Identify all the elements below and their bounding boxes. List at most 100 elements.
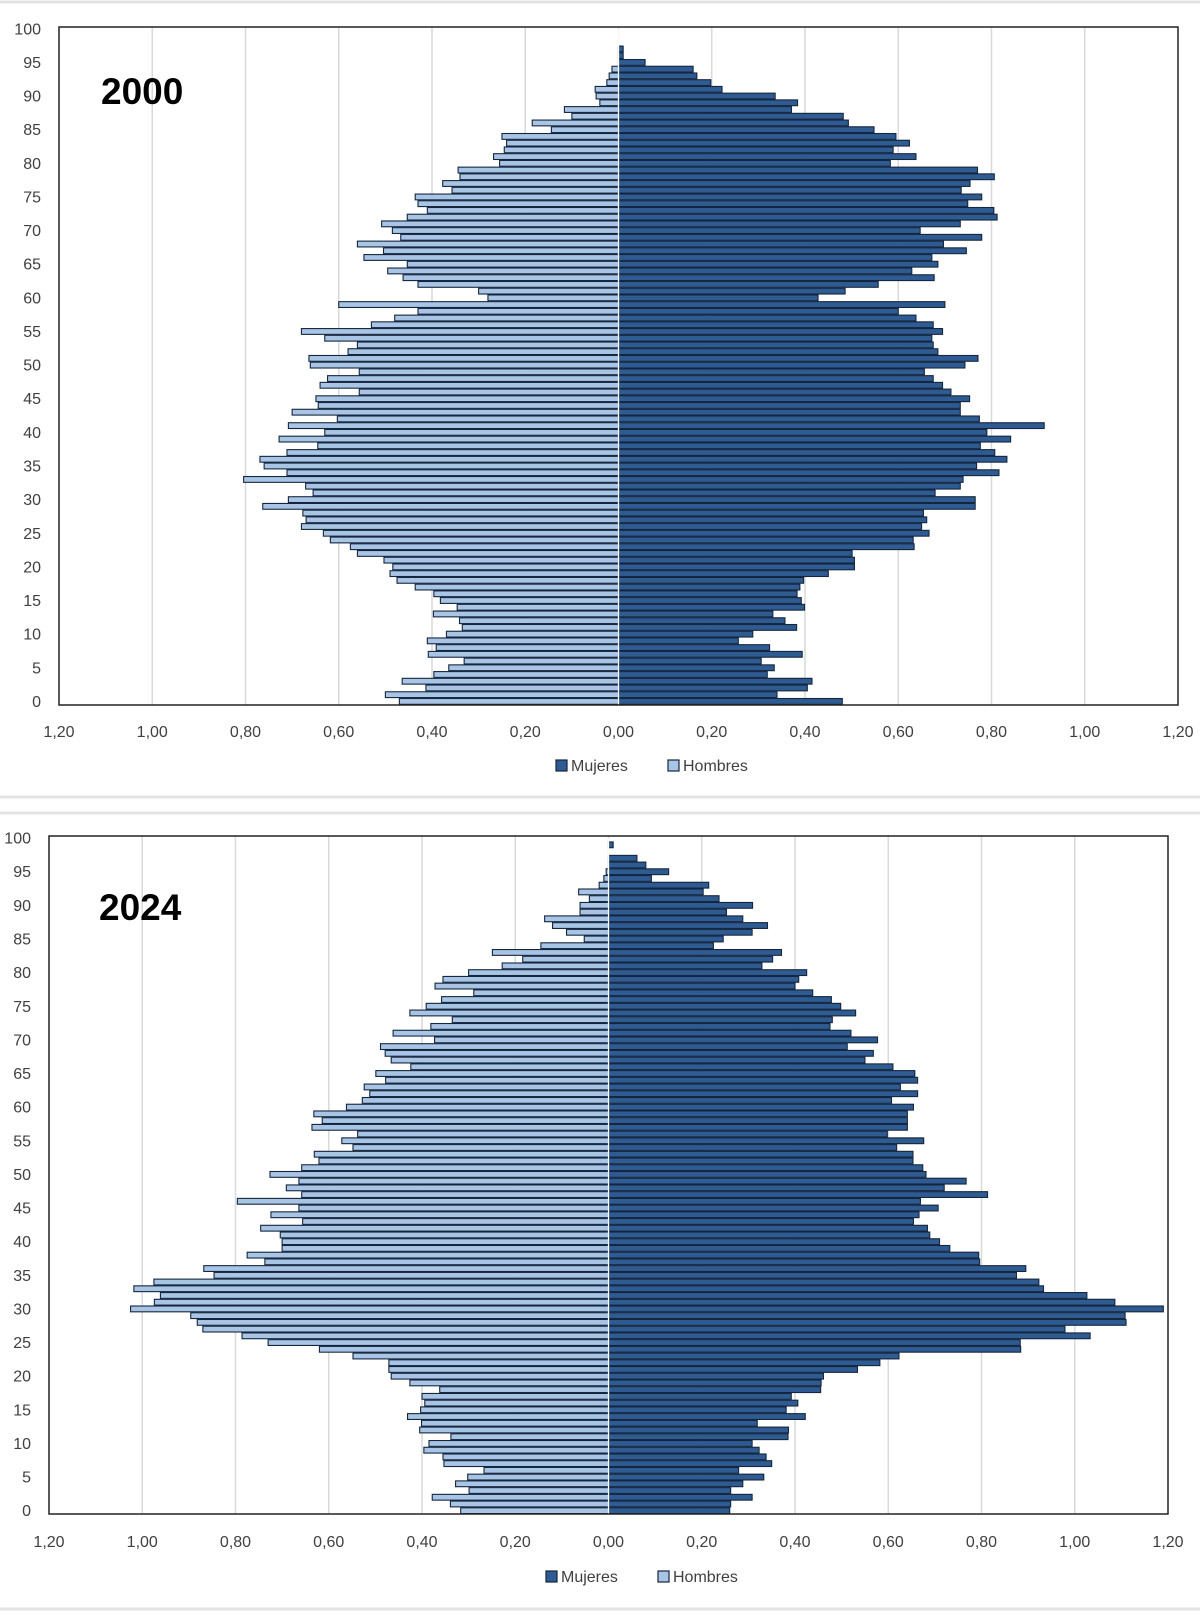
bar-mujeres-age-5 — [617, 664, 775, 672]
bar-mujeres-age-84 — [607, 942, 714, 950]
bar-mujeres-age-91 — [607, 895, 720, 903]
y-tick-label: 30 — [13, 1301, 31, 1318]
bar-hombres-age-59 — [313, 1110, 610, 1118]
bar-mujeres-age-19 — [617, 570, 829, 578]
bar-mujeres-age-63 — [617, 274, 935, 282]
bar-hombres-age-5 — [448, 664, 620, 672]
bar-mujeres-age-59 — [617, 301, 946, 309]
y-tick-label: 70 — [13, 1032, 31, 1049]
bar-mujeres-age-40 — [607, 1238, 941, 1246]
x-tick-label: 1,00 — [1059, 1534, 1090, 1551]
x-tick-label: 0,20 — [696, 724, 727, 741]
y-tick-label: 80 — [13, 965, 31, 982]
panel-divider — [0, 811, 1200, 815]
bar-mujeres-age-7 — [607, 1460, 773, 1468]
bar-hombres-age-68 — [356, 240, 620, 248]
bar-mujeres-age-23 — [617, 543, 915, 551]
bar-hombres-age-20 — [392, 563, 620, 571]
bar-mujeres-age-93 — [617, 72, 698, 80]
bar-hombres-age-37 — [286, 449, 620, 456]
bar-hombres-age-16 — [424, 1399, 610, 1407]
bar-hombres-age-19 — [409, 1379, 610, 1387]
bar-mujeres-age-81 — [607, 962, 763, 970]
bar-mujeres-age-77 — [607, 989, 814, 997]
bar-mujeres-age-8 — [607, 1453, 767, 1461]
bar-hombres-age-70 — [434, 1036, 610, 1044]
panel-divider — [0, 1607, 1200, 1611]
bar-mujeres-age-14 — [617, 603, 806, 611]
x-tick-label: 0,20 — [510, 724, 541, 741]
y-tick-label: 5 — [32, 660, 41, 677]
bar-hombres-age-4 — [455, 1480, 610, 1488]
bar-mujeres-age-73 — [607, 1016, 833, 1024]
bar-hombres-age-54 — [352, 1144, 610, 1151]
bar-hombres-age-11 — [461, 623, 620, 631]
series-hombres — [243, 65, 620, 705]
bar-mujeres-age-74 — [617, 200, 969, 208]
bar-hombres-age-3 — [468, 1487, 610, 1494]
x-tick-label: 0,40 — [406, 1534, 437, 1551]
bar-mujeres-age-34 — [607, 1278, 1040, 1286]
plot-area-border — [48, 835, 1169, 1515]
bar-mujeres-age-22 — [617, 549, 853, 557]
bar-hombres-age-0 — [398, 697, 620, 705]
bar-mujeres-age-0 — [617, 697, 843, 705]
y-tick-label: 60 — [23, 290, 41, 307]
bar-mujeres-age-15 — [607, 1406, 787, 1414]
bar-hombres-age-5 — [467, 1473, 610, 1481]
bar-mujeres-age-39 — [607, 1244, 951, 1252]
bar-hombres-age-12 — [458, 617, 620, 625]
bar-mujeres-age-73 — [617, 206, 995, 214]
bar-mujeres-age-62 — [607, 1090, 919, 1098]
bar-hombres-age-7 — [443, 1460, 610, 1468]
bar-hombres-age-92 — [578, 888, 610, 896]
legend-swatch-hombres — [657, 1570, 670, 1583]
bar-mujeres-age-95 — [607, 868, 670, 876]
bar-mujeres-age-41 — [607, 1231, 931, 1239]
bar-mujeres-age-64 — [617, 267, 913, 275]
bar-mujeres-age-28 — [617, 509, 924, 517]
bar-hombres-age-60 — [345, 1103, 610, 1111]
y-tick-label: 60 — [13, 1100, 31, 1117]
bar-hombres-age-8 — [435, 644, 620, 652]
bar-hombres-age-86 — [565, 928, 610, 936]
bar-hombres-age-93 — [598, 881, 610, 889]
bar-hombres-age-85 — [550, 126, 620, 134]
legend-swatch-mujeres — [545, 1570, 558, 1583]
bar-mujeres-age-71 — [617, 220, 961, 228]
bar-mujeres-age-95 — [617, 58, 646, 66]
bar-mujeres-age-86 — [607, 928, 753, 936]
bar-mujeres-age-18 — [607, 1386, 822, 1394]
bar-hombres-age-73 — [426, 206, 620, 214]
bar-hombres-age-68 — [384, 1049, 610, 1057]
bar-mujeres-age-50 — [617, 361, 966, 369]
bar-hombres-age-79 — [442, 975, 610, 983]
bar-mujeres-age-66 — [617, 254, 933, 261]
bar-hombres-age-0 — [460, 1507, 610, 1515]
bar-mujeres-age-21 — [617, 556, 855, 564]
bar-mujeres-age-47 — [607, 1191, 989, 1199]
bar-hombres-age-39 — [278, 435, 620, 443]
y-tick-label: 30 — [23, 492, 41, 509]
x-tick-label: 0,20 — [500, 1534, 531, 1551]
bar-hombres-age-90 — [579, 901, 610, 909]
bar-mujeres-age-20 — [607, 1372, 824, 1380]
bar-hombres-age-69 — [400, 233, 620, 241]
y-tick-label: 40 — [23, 425, 41, 442]
bar-mujeres-age-70 — [607, 1036, 879, 1044]
bar-hombres-age-9 — [423, 1446, 610, 1454]
y-tick-label: 50 — [23, 358, 41, 375]
x-tick-label: 0,80 — [220, 1534, 251, 1551]
bar-hombres-age-33 — [243, 475, 620, 483]
bar-mujeres-age-30 — [607, 1305, 1164, 1313]
bar-hombres-age-22 — [356, 549, 620, 557]
bar-mujeres-age-35 — [617, 462, 978, 470]
bar-hombres-age-1 — [449, 1500, 610, 1508]
bar-hombres-age-18 — [439, 1386, 610, 1394]
bar-hombres-age-80 — [468, 969, 610, 977]
bar-mujeres-age-76 — [617, 186, 962, 194]
bar-hombres-age-28 — [302, 509, 620, 517]
bar-mujeres-age-80 — [607, 969, 808, 977]
bar-hombres-age-30 — [130, 1305, 610, 1313]
bar-hombres-age-17 — [421, 1392, 610, 1400]
